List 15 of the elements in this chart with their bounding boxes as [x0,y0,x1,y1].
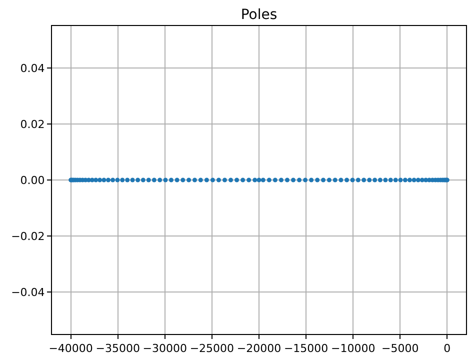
y-tick-label: 0.04 [20,62,45,75]
y-tick-label: −0.04 [11,286,45,299]
x-tick-label: −15000 [284,342,328,356]
x-tick-label: −10000 [330,342,376,356]
x-tick-label: −20000 [236,342,282,356]
y-tick-label: 0.00 [20,174,45,187]
chart-title: Poles [240,6,278,23]
y-tick-label: 0.02 [20,118,45,131]
x-tick-label: −35000 [96,342,140,356]
x-tick-label: −25000 [190,342,234,356]
y-tick-label: −0.02 [11,230,45,243]
x-tick-label: −40000 [48,342,93,356]
x-tick-label: −5000 [382,342,419,356]
x-tick-label: −30000 [142,342,188,356]
x-tick-label: 0 [444,342,451,356]
